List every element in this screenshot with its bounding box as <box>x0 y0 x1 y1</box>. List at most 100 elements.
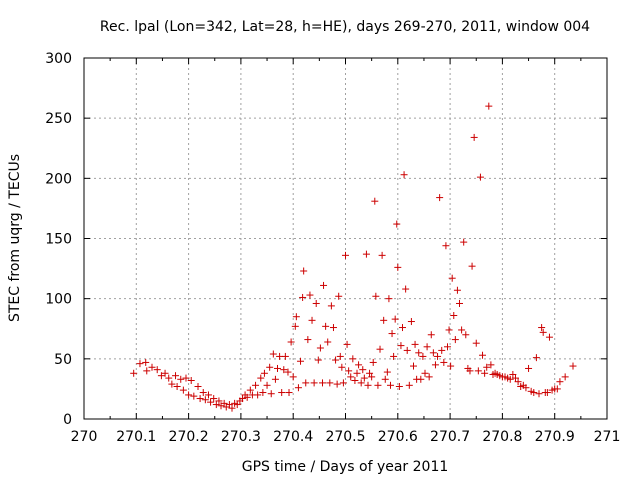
data-point <box>143 367 151 375</box>
data-point <box>246 386 254 394</box>
data-point <box>314 356 322 364</box>
data-point <box>357 379 365 387</box>
x-tick-label: 270 <box>71 429 98 445</box>
data-point <box>338 363 346 371</box>
y-tick-label: 0 <box>63 412 72 428</box>
data-point <box>291 322 299 330</box>
data-point <box>220 399 228 407</box>
data-point <box>345 367 353 375</box>
data-point <box>185 391 193 399</box>
data-point <box>442 242 450 250</box>
data-point <box>281 352 289 360</box>
data-point <box>371 197 379 205</box>
data-point <box>327 302 335 310</box>
data-point <box>343 340 351 348</box>
data-point <box>233 401 241 409</box>
data-point <box>421 369 429 377</box>
data-point <box>201 396 209 404</box>
data-point <box>374 381 382 389</box>
data-point <box>460 238 468 246</box>
y-tick-label: 300 <box>45 51 72 67</box>
data-point <box>402 285 410 293</box>
data-point <box>483 363 491 371</box>
data-point <box>438 346 446 354</box>
data-point <box>267 390 275 398</box>
data-point <box>453 286 461 294</box>
data-point <box>386 381 394 389</box>
data-point <box>212 401 220 409</box>
data-point <box>456 299 464 307</box>
data-point <box>427 331 435 339</box>
data-point <box>266 363 274 371</box>
data-point <box>423 343 431 351</box>
data-point <box>148 363 156 371</box>
data-point <box>364 381 372 389</box>
data-point <box>326 379 334 387</box>
data-point <box>302 379 310 387</box>
data-points <box>130 102 577 412</box>
data-point <box>310 379 318 387</box>
x-tick-label: 270.1 <box>116 429 156 445</box>
data-point <box>470 133 478 141</box>
data-point <box>514 378 522 386</box>
data-point <box>342 251 349 259</box>
data-point <box>485 102 493 110</box>
axis-ticks <box>83 57 608 420</box>
data-point <box>274 364 282 372</box>
data-point <box>405 381 413 389</box>
data-point <box>333 380 341 388</box>
data-point <box>194 383 202 391</box>
data-point <box>332 356 340 364</box>
data-point <box>153 366 161 374</box>
data-point <box>532 354 540 362</box>
data-point <box>306 291 314 299</box>
data-point <box>543 389 551 397</box>
data-point <box>474 367 482 375</box>
data-point <box>324 338 332 346</box>
data-point <box>225 401 233 409</box>
data-point <box>355 361 363 369</box>
data-point <box>472 339 480 347</box>
data-point <box>289 373 297 381</box>
data-point <box>308 316 316 324</box>
data-point <box>353 369 361 377</box>
data-point <box>380 316 388 324</box>
data-point <box>368 373 376 381</box>
data-point <box>415 349 423 357</box>
data-point <box>407 318 415 326</box>
data-point <box>210 395 218 403</box>
data-point <box>278 389 286 397</box>
data-point <box>177 375 185 383</box>
data-point <box>409 362 417 370</box>
data-point <box>199 389 207 397</box>
data-point <box>300 267 308 275</box>
data-point <box>335 292 343 300</box>
data-point <box>535 390 543 398</box>
data-point <box>372 292 380 300</box>
data-point <box>462 331 470 339</box>
data-point <box>318 379 326 387</box>
data-point <box>362 250 370 258</box>
data-point <box>553 385 561 393</box>
chart-title: Rec. lpal (Lon=342, Lat=28, h=HE), days … <box>100 19 590 35</box>
data-point <box>320 281 328 289</box>
data-point <box>476 173 484 181</box>
x-tick-label: 270.8 <box>482 429 522 445</box>
data-point <box>297 357 305 365</box>
y-tick-labels: 0 50 100 150 200 250 300 <box>45 51 72 428</box>
data-point <box>561 373 569 381</box>
data-point <box>228 404 236 412</box>
data-point <box>378 251 386 259</box>
data-point <box>204 391 212 399</box>
data-point <box>569 362 577 370</box>
x-axis-label: GPS time / Days of year 2011 <box>242 459 449 475</box>
data-point <box>400 171 408 179</box>
data-point <box>196 395 204 403</box>
data-point <box>215 397 223 405</box>
data-point <box>369 358 377 366</box>
data-point <box>284 368 292 376</box>
data-point <box>376 345 384 353</box>
data-point <box>157 372 165 380</box>
data-point <box>322 322 330 330</box>
